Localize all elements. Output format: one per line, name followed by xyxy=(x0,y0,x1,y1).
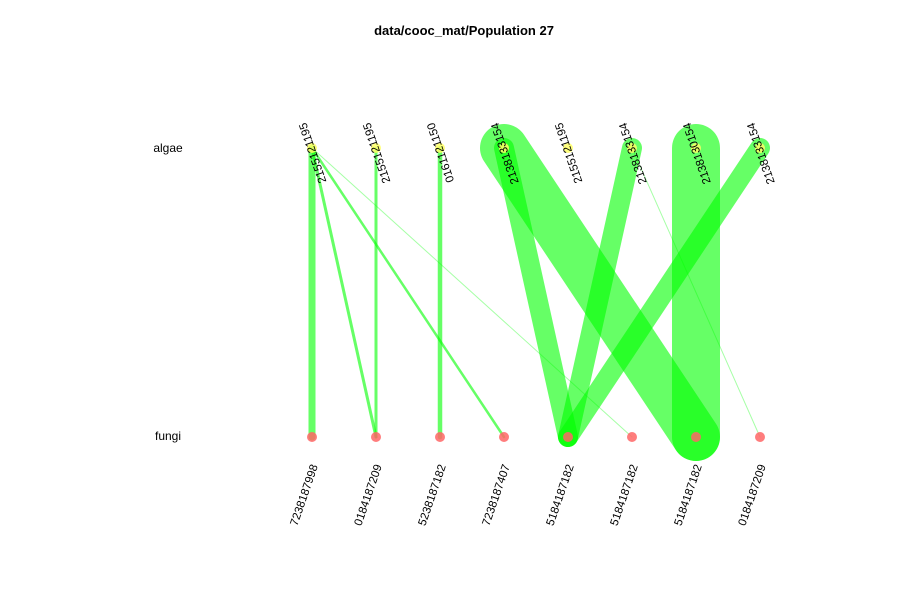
edge-0-3 xyxy=(310,146,506,439)
top-node-2 xyxy=(435,143,445,153)
bottom-node-0 xyxy=(307,432,317,442)
nodes-layer xyxy=(307,143,765,442)
bottom-node-label-7: 0184187209 xyxy=(737,463,769,527)
edge-5-4 xyxy=(558,138,642,447)
top-node-6 xyxy=(691,143,701,153)
bottom-node-3 xyxy=(499,432,509,442)
bottom-node-6 xyxy=(691,432,701,442)
bottom-node-label-5: 5184187182 xyxy=(609,463,641,527)
row-label-top: algae xyxy=(153,141,183,155)
bottom-node-4 xyxy=(563,432,573,442)
top-node-5 xyxy=(627,143,637,153)
bottom-node-label-0: 7238187998 xyxy=(289,463,321,527)
bottom-node-2 xyxy=(435,432,445,442)
top-node-4 xyxy=(563,143,573,153)
bottom-node-label-1: 0184187209 xyxy=(353,463,385,527)
bottom-node-label-6: 5184187182 xyxy=(673,463,705,527)
bottom-node-label-4: 5184187182 xyxy=(545,463,577,527)
edge-0-1 xyxy=(310,146,378,439)
bottom-node-label-2: 5238187182 xyxy=(417,463,449,527)
top-node-1 xyxy=(371,143,381,153)
top-node-0 xyxy=(307,143,317,153)
edge-7-4 xyxy=(558,138,770,447)
diagram-title: data/cooc_mat/Population 27 xyxy=(374,23,554,38)
top-node-label-4: 2155121195 xyxy=(553,121,585,185)
bottom-node-7 xyxy=(755,432,765,442)
top-node-3 xyxy=(499,143,509,153)
bottom-node-label-3: 7238187407 xyxy=(481,463,513,527)
top-node-7 xyxy=(755,143,765,153)
edges-layer xyxy=(308,124,770,461)
bottom-node-5 xyxy=(627,432,637,442)
bottom-node-1 xyxy=(371,432,381,442)
row-label-bottom: fungi xyxy=(155,429,181,443)
